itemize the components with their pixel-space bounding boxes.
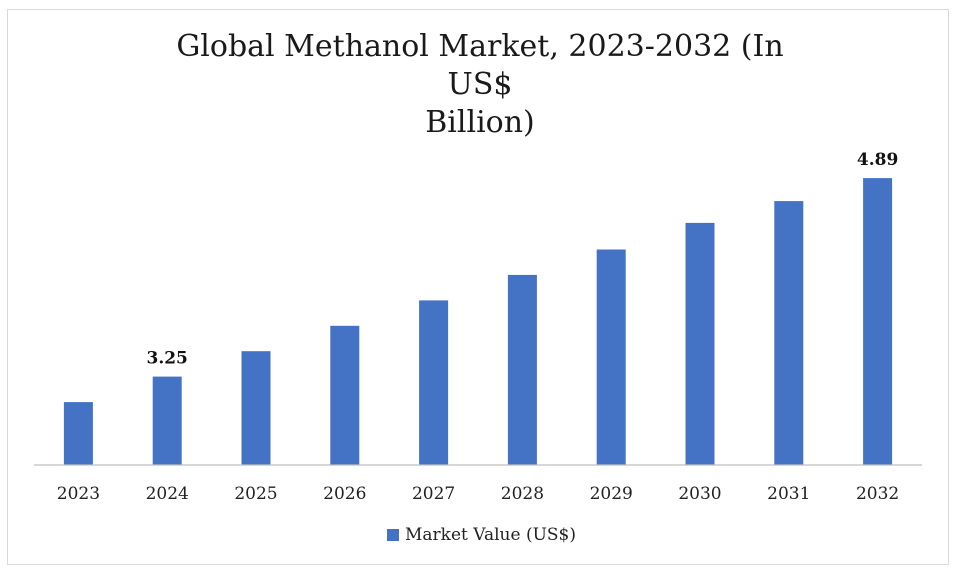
bar-2025 — [241, 351, 271, 465]
x-tick-label-2028: 2028 — [501, 484, 544, 504]
x-tick-label-2032: 2032 — [856, 484, 899, 504]
bar-2031 — [774, 201, 804, 465]
bar-2026 — [330, 325, 360, 465]
bar-2030 — [685, 222, 715, 465]
x-tick-label-2024: 2024 — [146, 484, 189, 504]
bar-2032 — [863, 178, 893, 465]
bar-2024 — [152, 376, 182, 465]
x-tick-label-2026: 2026 — [323, 484, 366, 504]
x-tick-label-2027: 2027 — [412, 484, 455, 504]
x-tick-label-2030: 2030 — [678, 484, 721, 504]
bar-2029 — [596, 249, 626, 465]
data-labels: 3.25 4.89 — [146, 150, 898, 369]
legend-swatch — [386, 529, 399, 541]
chart-title: Global Methanol Market, 2023-2032 (In US… — [176, 29, 784, 140]
x-tick-label-2029: 2029 — [590, 484, 633, 504]
bar-2023 — [63, 402, 93, 465]
bar-2028 — [507, 274, 537, 465]
chart-legend: Market Value (US$) — [0, 525, 963, 545]
data-label-2032: 4.89 — [857, 150, 898, 170]
x-tick-labels: 2023 2024 2025 2026 2027 2028 2029 2030 2031 2032 — [57, 484, 899, 504]
x-tick-label-2031: 2031 — [767, 484, 810, 504]
x-tick-label-2025: 2025 — [234, 484, 277, 504]
legend-label: Market Value (US$) — [404, 525, 577, 545]
bar-2027 — [419, 300, 449, 465]
x-tick-label-2023: 2023 — [57, 484, 100, 504]
data-label-2024: 3.25 — [146, 349, 187, 369]
bar-group — [63, 178, 893, 465]
